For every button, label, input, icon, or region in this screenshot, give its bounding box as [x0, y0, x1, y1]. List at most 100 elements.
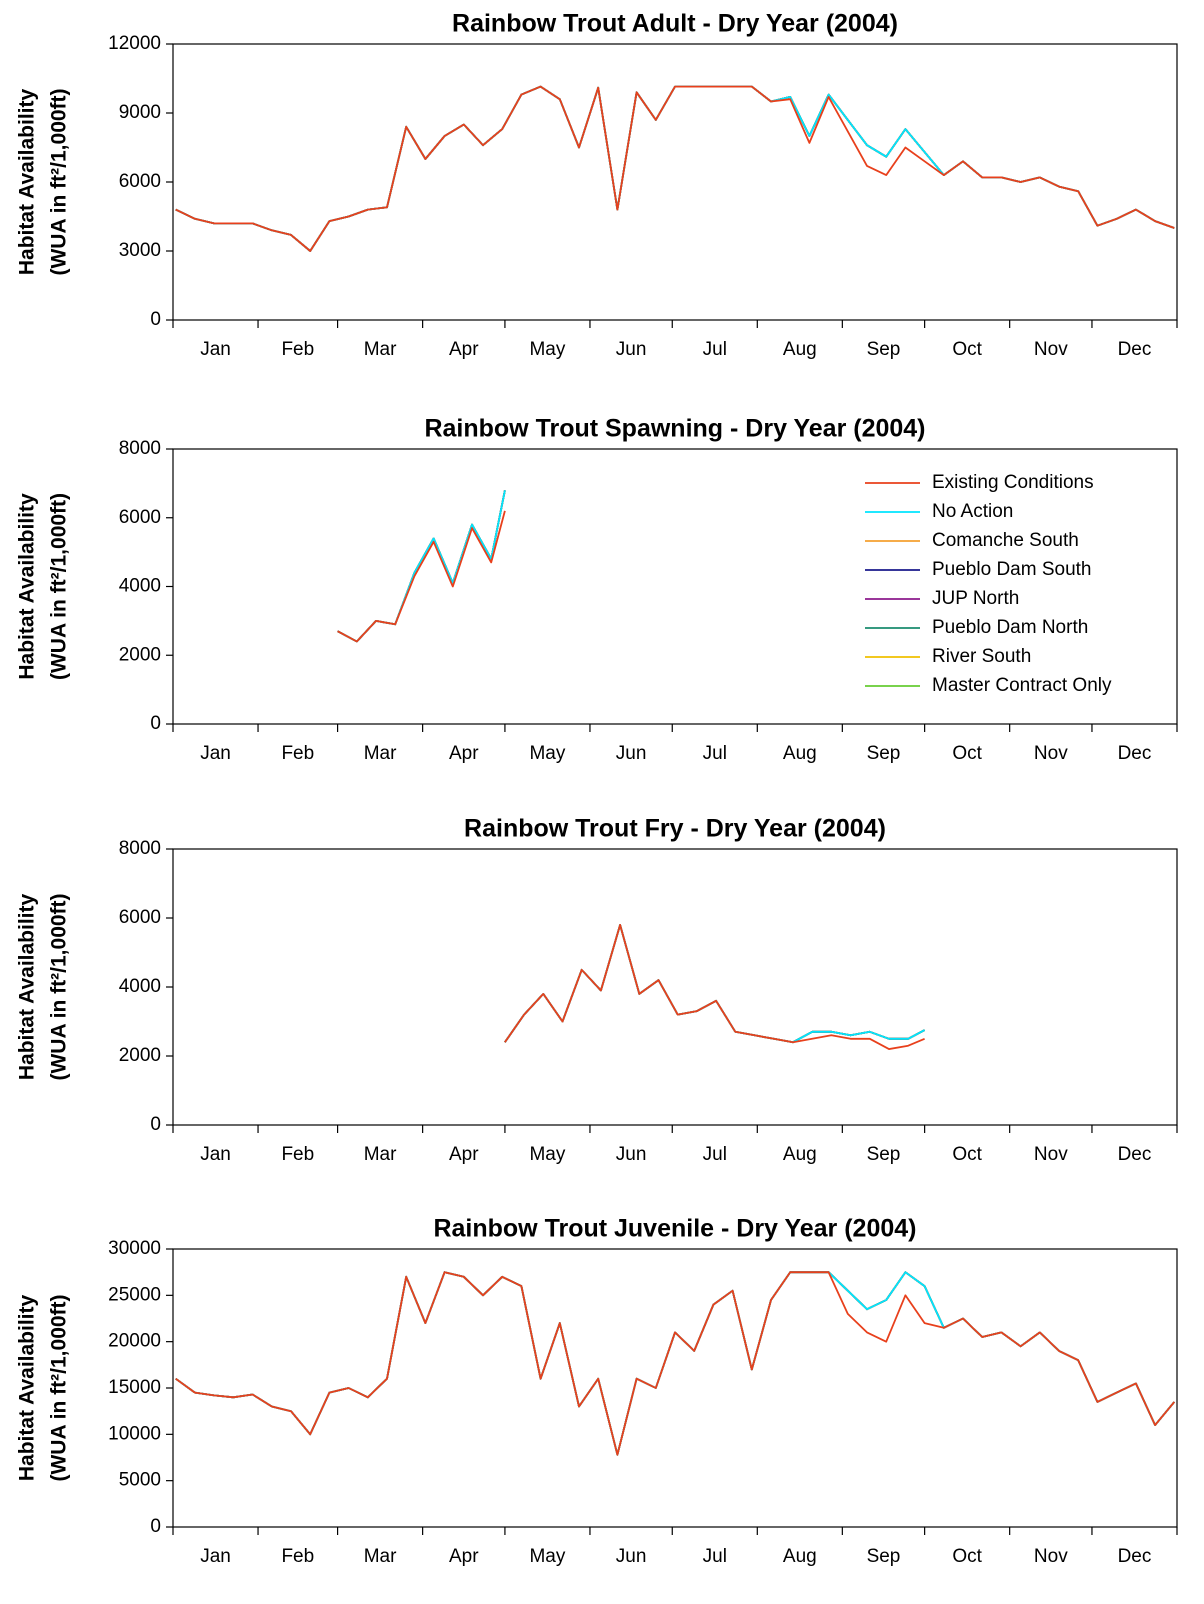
x-tick-label: Jun [616, 743, 647, 764]
y-axis-label: Habitat Availability [16, 894, 39, 1081]
x-tick-label: Dec [1118, 743, 1152, 764]
x-tick-label: Sep [867, 339, 901, 360]
x-tick-label: Apr [449, 743, 479, 764]
series-line [175, 1271, 1175, 1456]
y-tick-label: 12000 [108, 33, 161, 54]
x-tick-label: Dec [1118, 1546, 1152, 1567]
y-tick-label: 6000 [119, 907, 161, 928]
plot-frame [172, 43, 1178, 321]
x-tick-label: Jan [200, 339, 231, 360]
y-tick-label: 3000 [119, 240, 161, 261]
x-tick-label: Aug [783, 339, 817, 360]
x-tick-label: Apr [449, 1546, 479, 1567]
x-tick-label: Oct [952, 339, 982, 360]
x-tick-label: Jan [200, 743, 231, 764]
plot-lines [175, 1271, 1175, 1456]
x-tick-label: Jul [703, 1144, 727, 1165]
series-line [337, 490, 506, 643]
x-tick-label: Oct [952, 743, 982, 764]
series-line [175, 1271, 1175, 1456]
x-tick-label: May [529, 1546, 565, 1567]
y-tick-label: 20000 [108, 1331, 161, 1352]
series-line [337, 490, 506, 643]
plot-lines [504, 924, 926, 1050]
series-line [337, 490, 506, 643]
x-tick-label: Jul [703, 339, 727, 360]
x-tick-label: Jun [616, 339, 647, 360]
plot-frame [172, 1248, 1178, 1528]
plot-lines [337, 490, 506, 643]
x-tick-label: Nov [1034, 743, 1068, 764]
series-line [504, 924, 926, 1044]
legend-label: JUP North [932, 588, 1019, 609]
legend-label: Pueblo Dam North [932, 617, 1088, 638]
x-tick-label: Aug [783, 743, 817, 764]
x-tick-label: Aug [783, 1144, 817, 1165]
y-axis-label: Habitat Availability [16, 89, 39, 276]
series-line [504, 924, 926, 1044]
plot-frame [172, 448, 1178, 725]
x-tick-label: Mar [364, 743, 397, 764]
series-line [175, 1271, 1175, 1456]
x-tick-label: Oct [952, 1144, 982, 1165]
x-tick-label: Sep [867, 1144, 901, 1165]
legend-label: River South [932, 646, 1031, 667]
y-tick-label: 0 [150, 1516, 161, 1537]
x-tick-label: Sep [867, 743, 901, 764]
y-tick-label: 25000 [108, 1284, 161, 1305]
legend-label: Existing Conditions [932, 472, 1094, 493]
x-tick-label: Feb [281, 1546, 314, 1567]
x-tick-label: Mar [364, 1546, 397, 1567]
y-axis-label: (WUA in ft²/1,000ft) [48, 893, 71, 1080]
series-line [175, 1271, 1175, 1456]
x-tick-label: Jun [616, 1546, 647, 1567]
x-tick-label: May [529, 339, 565, 360]
series-line [337, 510, 506, 643]
y-axis-label: (WUA in ft²/1,000ft) [48, 493, 71, 680]
series-line [175, 1271, 1175, 1456]
x-tick-label: Feb [281, 743, 314, 764]
x-tick-label: Nov [1034, 1546, 1068, 1567]
x-tick-label: Apr [449, 1144, 479, 1165]
legend-label: Master Contract Only [932, 675, 1112, 696]
x-tick-label: May [529, 1144, 565, 1165]
y-tick-label: 30000 [108, 1238, 161, 1259]
legend-label: No Action [932, 501, 1013, 522]
series-line [337, 490, 506, 643]
y-axis-label: (WUA in ft²/1,000ft) [48, 88, 71, 275]
x-tick-label: Jun [616, 1144, 647, 1165]
series-line [504, 924, 926, 1044]
y-tick-label: 8000 [119, 438, 161, 459]
x-tick-label: May [529, 743, 565, 764]
x-tick-label: Jan [200, 1546, 231, 1567]
y-tick-label: 2000 [119, 1045, 161, 1066]
x-tick-label: Dec [1118, 1144, 1152, 1165]
y-tick-label: 0 [150, 713, 161, 734]
y-tick-label: 5000 [119, 1470, 161, 1491]
y-tick-label: 6000 [119, 171, 161, 192]
legend-label: Pueblo Dam South [932, 559, 1092, 580]
series-line [504, 924, 925, 1050]
plot-frame [172, 848, 1178, 1126]
y-axis-label: (WUA in ft²/1,000ft) [48, 1294, 71, 1481]
x-tick-label: Sep [867, 1546, 901, 1567]
series-line [504, 924, 926, 1044]
chart-title: Rainbow Trout Spawning - Dry Year (2004) [424, 415, 925, 443]
x-tick-label: Jul [703, 1546, 727, 1567]
y-axis-label: Habitat Availability [16, 1295, 39, 1482]
x-tick-label: Apr [449, 339, 479, 360]
x-tick-label: Nov [1034, 339, 1068, 360]
x-tick-label: Mar [364, 1144, 397, 1165]
x-tick-label: Dec [1118, 339, 1152, 360]
y-tick-label: 0 [150, 309, 161, 330]
y-tick-label: 10000 [108, 1423, 161, 1444]
chart-title: Rainbow Trout Juvenile - Dry Year (2004) [433, 1215, 916, 1243]
series-line [337, 490, 506, 643]
y-tick-label: 0 [150, 1114, 161, 1135]
x-tick-label: Feb [281, 339, 314, 360]
x-tick-label: Jul [703, 743, 727, 764]
x-tick-label: Mar [364, 339, 397, 360]
x-tick-label: Feb [281, 1144, 314, 1165]
